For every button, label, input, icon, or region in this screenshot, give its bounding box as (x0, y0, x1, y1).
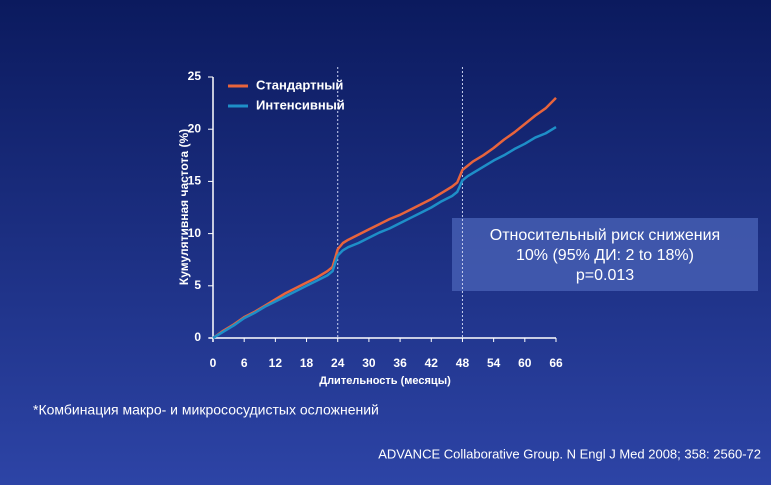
y-axis-label: Кумулятивная частота (%) (177, 129, 191, 285)
x-tick-label: 18 (300, 356, 314, 370)
x-axis-label: Длительность (месяцы) (319, 375, 451, 387)
source: ADVANCE Collaborative Group. N Engl J Me… (378, 446, 761, 461)
x-tick-label: 24 (331, 356, 345, 370)
y-tick-label: 10 (188, 226, 202, 240)
x-tick-label: 0 (210, 356, 217, 370)
x-tick-label: 66 (549, 356, 563, 370)
y-tick-label: 15 (188, 174, 202, 188)
annotation-box (452, 218, 758, 291)
x-tick-label: 48 (456, 356, 470, 370)
x-tick-label: 36 (393, 356, 407, 370)
series-line (212, 96, 557, 340)
series-line (212, 126, 557, 340)
y-tick-label: 5 (194, 278, 201, 292)
x-tick-label: 6 (241, 356, 248, 370)
x-tick-label: 54 (487, 356, 501, 370)
annotation: 10% (95% ДИ: 2 to 18%) (516, 247, 694, 264)
legend-label: Интенсивный (256, 97, 345, 112)
x-tick-label: 12 (269, 356, 283, 370)
annotation: p=0.013 (576, 267, 634, 284)
footnote: *Комбинация макро- и микрососудистых осл… (33, 402, 379, 418)
annotation: Относительный риск снижения (490, 227, 720, 244)
x-tick-label: 42 (425, 356, 439, 370)
y-tick-label: 25 (188, 69, 202, 83)
y-tick-label: 20 (188, 121, 202, 135)
x-tick-label: 60 (518, 356, 532, 370)
legend-label: Стандартный (256, 77, 343, 92)
x-tick-label: 30 (362, 356, 376, 370)
y-tick-label: 0 (194, 330, 201, 344)
